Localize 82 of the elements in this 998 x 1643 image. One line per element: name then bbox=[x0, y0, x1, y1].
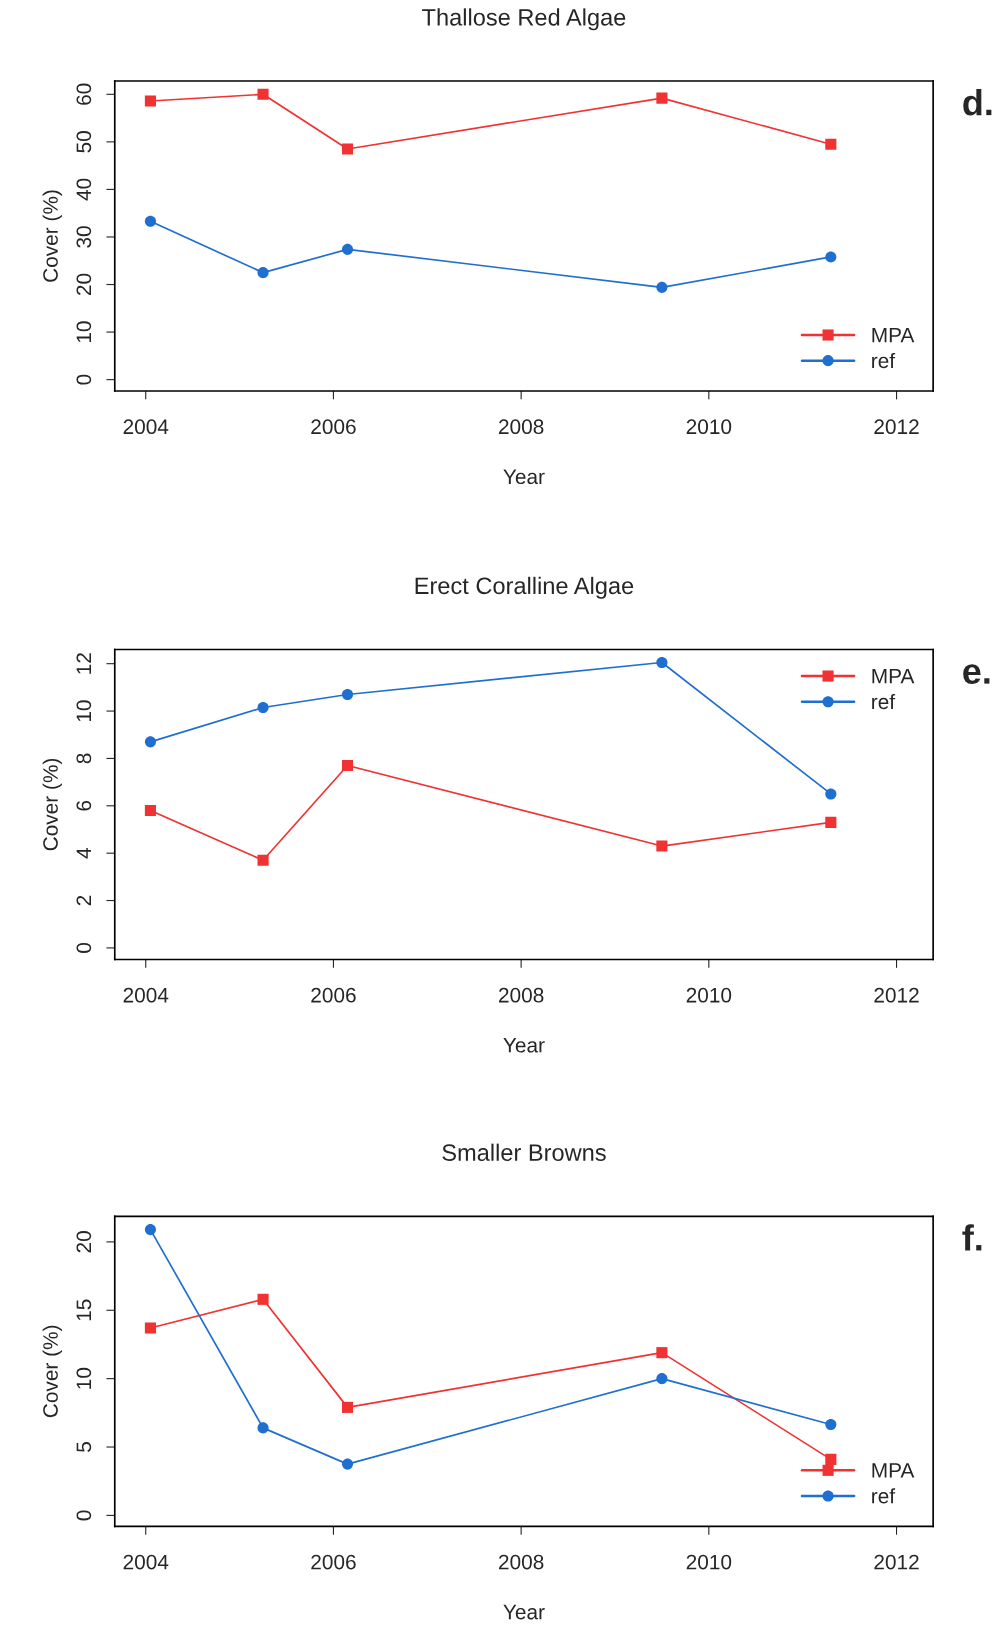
point bbox=[144, 736, 156, 748]
y-tick-label: 10 bbox=[76, 700, 92, 722]
x-tick-label: 2006 bbox=[311, 1554, 356, 1570]
point bbox=[341, 1401, 354, 1413]
x-tick-label: 2008 bbox=[499, 1554, 544, 1570]
point bbox=[825, 1418, 837, 1431]
point bbox=[341, 759, 354, 772]
point bbox=[257, 701, 269, 714]
point bbox=[825, 138, 837, 150]
legend-label: MPA bbox=[872, 327, 915, 343]
legend-label: ref bbox=[872, 693, 896, 710]
point bbox=[825, 816, 837, 828]
y-tick-label: 2 bbox=[76, 895, 91, 906]
x-tick-label: 2004 bbox=[123, 987, 169, 1003]
y-tick-label: 12 bbox=[76, 653, 91, 674]
y-tick-label: 5 bbox=[76, 1442, 92, 1452]
legend-label: MPA bbox=[872, 668, 915, 684]
y-tick-label: 50 bbox=[76, 131, 92, 153]
point bbox=[825, 1453, 837, 1465]
chart-title: Erect Coralline Algae bbox=[415, 576, 634, 599]
point bbox=[144, 1322, 156, 1334]
chart-title: Smaller Browns bbox=[442, 1143, 606, 1161]
legend-label: ref bbox=[872, 352, 896, 369]
y-axis-title: Cover (%) bbox=[42, 190, 63, 282]
chart-title: Thallose Red Algae bbox=[422, 8, 626, 31]
point bbox=[825, 788, 837, 800]
y-tick-label: 60 bbox=[76, 83, 92, 105]
point bbox=[144, 804, 156, 817]
point bbox=[656, 92, 668, 104]
point bbox=[825, 251, 837, 263]
point bbox=[341, 1458, 354, 1470]
text: d. bbox=[963, 88, 992, 116]
x-tick-label: 2006 bbox=[311, 419, 356, 435]
point bbox=[341, 243, 354, 255]
x-tick-label: 2008 bbox=[499, 987, 544, 1003]
y-tick-label: 10 bbox=[76, 1367, 92, 1389]
point bbox=[144, 215, 156, 227]
point bbox=[144, 1224, 156, 1236]
y-tick-label: 4 bbox=[76, 847, 91, 859]
x-tick-label: 2004 bbox=[123, 419, 169, 435]
x-tick-label: 2012 bbox=[874, 419, 919, 435]
y-tick-label: 20 bbox=[76, 273, 92, 296]
point bbox=[656, 281, 668, 293]
x-tick-label: 2004 bbox=[123, 1554, 169, 1570]
point bbox=[257, 267, 269, 279]
x-tick-label: 2010 bbox=[686, 987, 732, 1003]
y-axis-title: Cover (%) bbox=[42, 758, 63, 851]
legend-label: ref bbox=[872, 1488, 896, 1504]
point bbox=[144, 95, 156, 107]
y-tick-label: 30 bbox=[76, 226, 92, 248]
x-tick-label: 2012 bbox=[874, 1554, 919, 1570]
point bbox=[341, 143, 354, 155]
point bbox=[257, 854, 269, 866]
point bbox=[257, 88, 269, 100]
x-axis-title: Year bbox=[503, 1604, 545, 1620]
y-tick-label: 0 bbox=[76, 1510, 92, 1521]
y-tick-label: 10 bbox=[76, 321, 92, 343]
y-tick-label: 40 bbox=[76, 178, 92, 201]
point bbox=[257, 1293, 269, 1305]
x-tick-label: 2010 bbox=[686, 419, 732, 435]
text: e. bbox=[963, 664, 990, 684]
x-axis-title: Year bbox=[503, 1038, 545, 1053]
text: f. bbox=[962, 1224, 982, 1251]
x-tick-label: 2006 bbox=[311, 987, 356, 1003]
y-tick-label: 20 bbox=[76, 1231, 92, 1253]
y-tick-label: 0 bbox=[76, 942, 92, 953]
x-tick-label: 2008 bbox=[499, 419, 544, 435]
x-tick-label: 2012 bbox=[874, 987, 919, 1003]
point bbox=[341, 688, 354, 701]
legend-label: MPA bbox=[872, 1463, 915, 1478]
point bbox=[656, 1347, 668, 1359]
x-tick-label: 2010 bbox=[686, 1554, 732, 1570]
y-tick-label: 15 bbox=[76, 1299, 92, 1321]
y-tick-label: 8 bbox=[76, 753, 92, 764]
y-axis-title: Cover (%) bbox=[42, 1325, 63, 1418]
point bbox=[656, 656, 668, 669]
point bbox=[257, 1422, 269, 1434]
point bbox=[656, 840, 668, 852]
point bbox=[656, 1373, 668, 1385]
y-tick-label: 6 bbox=[76, 800, 92, 811]
y-tick-label: 0 bbox=[76, 374, 92, 385]
x-axis-title: Year bbox=[503, 469, 545, 485]
